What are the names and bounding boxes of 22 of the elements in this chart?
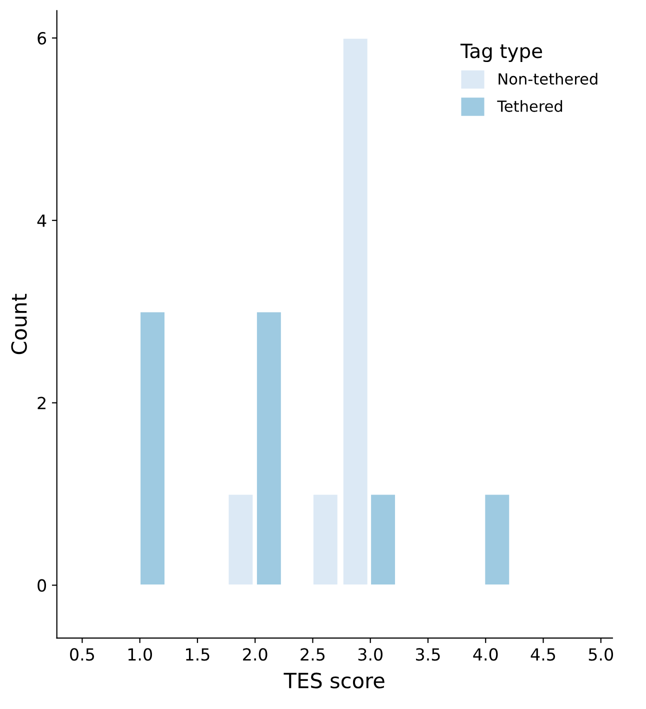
x-tick-label: 3.5 — [416, 648, 440, 661]
y-tick-label: 2 — [38, 396, 46, 410]
y-tick-label: 0 — [38, 579, 46, 592]
x-axis-title: TES score — [284, 672, 384, 688]
bar — [139, 310, 166, 586]
legend-title: Tag type — [460, 44, 542, 62]
legend-label: Non-tethered — [498, 72, 598, 85]
bar — [312, 493, 339, 586]
x-tick-label: 2.5 — [300, 648, 325, 661]
y-tick-label: 6 — [38, 32, 46, 45]
x-tick-label: 5.0 — [588, 648, 614, 661]
x-tick-label: 0.5 — [70, 648, 94, 661]
y-axis-title: Count — [11, 294, 27, 354]
x-tick-label: 2.0 — [243, 648, 268, 661]
x-tick-label: 4.0 — [473, 648, 498, 661]
x-tick-label: 1.0 — [128, 648, 152, 661]
y-tick-label: 4 — [37, 214, 46, 227]
bar — [484, 493, 511, 586]
x-tick-label: 3.0 — [358, 648, 383, 661]
legend-label: Tethered — [497, 100, 562, 112]
x-tick-label: 4.5 — [530, 648, 556, 661]
x-tick-label: 1.5 — [186, 648, 210, 661]
